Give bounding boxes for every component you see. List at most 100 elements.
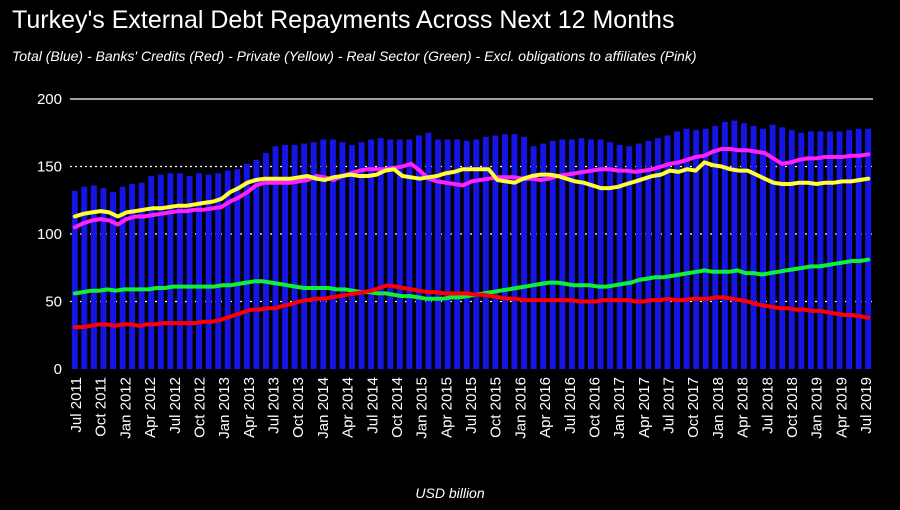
x-tick-label: Jul 2016 — [562, 377, 579, 434]
x-tick-label: Apr 2013 — [241, 377, 258, 438]
x-tick-label: Jan 2015 — [414, 377, 431, 439]
total-bar — [129, 184, 136, 369]
total-bar — [186, 175, 193, 369]
total-bar — [817, 131, 824, 369]
x-tick-label: Jul 2019 — [858, 377, 875, 434]
x-tick-label: Jul 2014 — [364, 377, 381, 434]
y-tick-label: 150 — [37, 159, 62, 176]
x-tick-label: Apr 2016 — [537, 377, 554, 438]
total-bar — [846, 130, 853, 369]
total-bar — [645, 140, 652, 369]
total-bar — [836, 131, 843, 369]
total-bar — [549, 140, 556, 369]
total-bar — [654, 138, 661, 369]
total-bar — [90, 185, 97, 369]
grid-lines — [70, 98, 873, 303]
total-bar — [463, 140, 470, 369]
total-bar — [415, 135, 422, 369]
x-tick-label: Jan 2019 — [809, 377, 826, 439]
total-bar — [425, 132, 432, 369]
total-bar — [588, 139, 594, 369]
banks-line — [72, 283, 871, 330]
y-tick-label: 50 — [45, 294, 62, 311]
private-line — [72, 160, 871, 219]
total-bar — [492, 135, 499, 369]
total-bar — [788, 130, 795, 369]
total-bar — [138, 182, 145, 369]
total-bar — [473, 139, 480, 369]
total-bar — [263, 153, 269, 369]
x-tick-label: Oct 2017 — [685, 377, 702, 438]
total-bar — [702, 128, 709, 369]
x-tick-label: Oct 2014 — [389, 377, 406, 438]
total-bar — [100, 188, 107, 369]
x-axis-label: USD billion — [415, 485, 485, 501]
x-tick-label: Jul 2012 — [167, 377, 184, 434]
total-bar — [377, 138, 384, 369]
x-tick-label: Jan 2018 — [710, 377, 727, 439]
x-tick-label: Oct 2013 — [290, 377, 307, 438]
x-tick-label: Oct 2012 — [191, 377, 208, 438]
x-tick-label: Oct 2011 — [93, 377, 110, 437]
total-bar — [712, 126, 719, 369]
total-bar — [157, 174, 164, 369]
x-tick-label: Jul 2011 — [68, 377, 85, 433]
total-bar — [807, 131, 814, 369]
total-bar — [167, 173, 174, 369]
total-bar — [119, 186, 126, 369]
total-bar — [482, 136, 489, 369]
series-lines — [72, 147, 871, 330]
total-bar — [568, 139, 575, 369]
total-bar — [368, 139, 375, 369]
x-tick-label: Jul 2018 — [759, 377, 776, 434]
total-bar — [674, 131, 680, 369]
x-tick-label: Oct 2015 — [488, 377, 505, 438]
total-bar — [243, 163, 250, 369]
total-bar — [176, 173, 183, 369]
total-bar — [635, 143, 642, 369]
total-bar — [148, 175, 155, 369]
y-tick-labels: 0 50 100 150 200 — [37, 91, 62, 378]
total-bar — [530, 146, 537, 369]
total-bar — [740, 123, 747, 369]
total-bar — [329, 139, 336, 369]
x-tick-label: Jan 2012 — [117, 377, 134, 439]
chart-subtitle: Total (Blue) - Banks' Credits (Red) - Pr… — [12, 48, 697, 64]
total-bar — [827, 131, 833, 369]
total-bars — [71, 120, 872, 370]
total-bar — [865, 128, 872, 369]
y-tick-label: 200 — [37, 91, 62, 108]
total-bar — [71, 190, 78, 369]
total-bar — [559, 139, 566, 369]
total-bar — [358, 142, 365, 369]
x-tick-label: Apr 2012 — [142, 377, 159, 438]
total-bar — [521, 136, 528, 369]
x-tick-label: Jan 2016 — [512, 377, 529, 439]
x-tick-label: Apr 2017 — [636, 377, 653, 438]
x-tick-labels: Jul 2011 Oct 2011 Jan 2012 Apr 2012 Jul 2012… — [68, 377, 875, 439]
total-bar — [760, 128, 767, 369]
total-bar — [616, 144, 623, 369]
total-bar — [444, 139, 451, 369]
total-bar — [435, 139, 442, 369]
x-tick-label: Jan 2017 — [611, 377, 628, 439]
total-bar — [224, 170, 231, 369]
total-bar — [215, 173, 222, 369]
total-bar — [855, 128, 862, 369]
total-bar — [779, 127, 786, 369]
total-bar — [196, 173, 203, 369]
total-bar — [578, 138, 585, 369]
total-bar — [291, 144, 298, 369]
total-bar — [81, 186, 88, 369]
total-bar — [234, 169, 241, 369]
x-tick-label: Jul 2015 — [463, 377, 480, 434]
x-tick-label: Jul 2013 — [266, 377, 283, 434]
total-bar — [454, 139, 461, 369]
x-tick-label: Jan 2013 — [216, 377, 233, 439]
total-bar — [272, 146, 279, 369]
total-bar — [626, 146, 633, 369]
total-bar — [769, 124, 776, 370]
total-bar — [693, 130, 700, 369]
total-bar — [721, 121, 728, 369]
